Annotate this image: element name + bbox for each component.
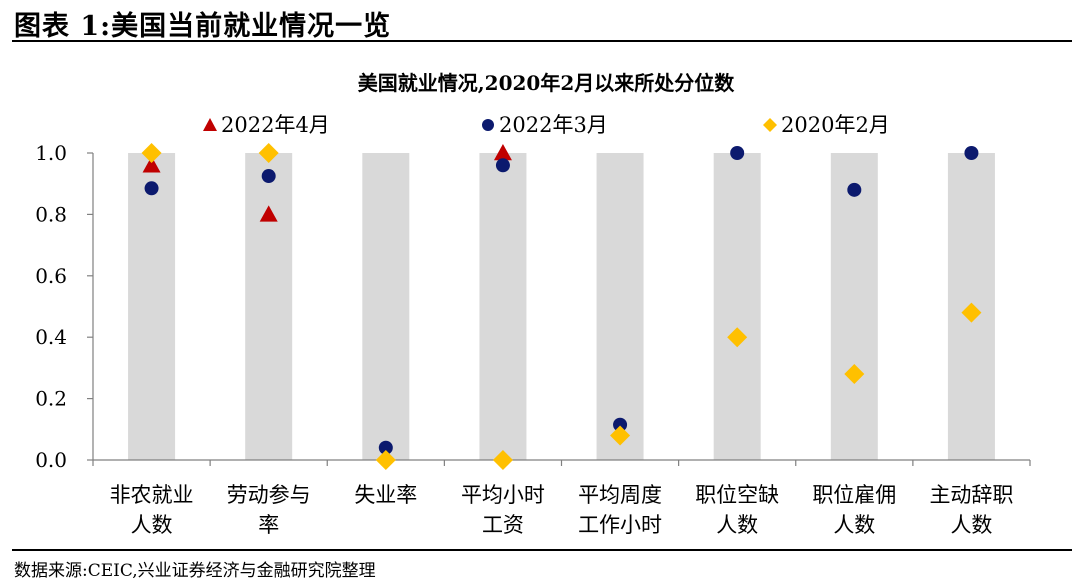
x-tick-label-line: 失业率: [354, 483, 417, 507]
range-bar-5: [596, 153, 644, 460]
point-series2-cat7: [847, 182, 862, 197]
legend-marker-3: [763, 118, 777, 132]
point-series2-cat1: [144, 181, 159, 196]
legend-label-3: 2020年2月: [781, 113, 890, 137]
x-tick-label: 职位雇佣人数: [812, 483, 896, 537]
range-bar-7: [830, 153, 878, 460]
range-bar-6: [713, 153, 761, 460]
range-bar-3: [362, 153, 410, 460]
x-tick-label-line: 工资: [482, 513, 524, 537]
point-series1-cat1: [142, 156, 161, 173]
x-tick-label: 劳动参与率: [227, 483, 311, 537]
x-tick-label-line: 职位空缺: [695, 483, 779, 507]
y-tick-label: 0.8: [35, 202, 67, 226]
title-rule: [12, 40, 1072, 42]
x-tick-label: 失业率: [354, 483, 417, 507]
point-series2-cat3: [378, 440, 393, 455]
point-series2-cat5: [613, 417, 628, 432]
x-tick-label: 职位空缺人数: [695, 483, 779, 537]
x-tick-label-line: 平均小时: [461, 483, 545, 507]
x-tick-label: 非农就业人数: [110, 483, 194, 537]
point-series2-cat4: [495, 158, 510, 173]
range-bar-2: [245, 153, 293, 460]
chart-title: 美国就业情况,2020年2月以来所处分位数: [358, 71, 736, 95]
x-tick-label-line: 人数: [950, 513, 992, 537]
x-tick-label-line: 平均周度: [578, 483, 662, 507]
legend-marker-1: [203, 118, 217, 131]
legend-marker-2: [482, 119, 494, 131]
legend-label-1: 2022年4月: [221, 113, 330, 137]
x-tick-label-line: 人数: [131, 513, 173, 537]
point-series1-cat2: [259, 205, 278, 222]
source-rule: [12, 549, 1072, 551]
x-tick-label-line: 率: [258, 513, 279, 537]
point-series3-cat7: [844, 364, 865, 385]
y-tick-label: 0.6: [35, 264, 67, 288]
y-tick-label: 1.0: [35, 141, 67, 165]
range-bar-4: [479, 153, 527, 460]
y-tick-label: 0.2: [35, 387, 67, 411]
x-tick-label: 平均周度工作小时: [578, 483, 662, 537]
x-tick-label: 平均小时工资: [461, 483, 545, 537]
x-tick-label-line: 人数: [716, 513, 758, 537]
source-note: 数据来源:CEIC,兴业证券经济与金融研究院整理: [14, 561, 376, 581]
point-series2-cat8: [964, 146, 979, 160]
x-tick-label-line: 劳动参与: [227, 483, 311, 507]
x-tick-label-line: 主动辞职: [929, 483, 1013, 507]
x-tick-label-line: 工作小时: [578, 513, 662, 537]
point-series3-cat2: [258, 143, 279, 163]
y-tick-label: 0.0: [35, 448, 67, 472]
range-bar-1: [128, 153, 176, 460]
legend-label-2: 2022年3月: [499, 113, 608, 137]
point-series2-cat6: [730, 146, 745, 160]
point-series3-cat6: [727, 327, 748, 348]
figure-title: 图表 1:美国当前就业情况一览: [14, 11, 392, 42]
point-series1-cat4: [493, 144, 512, 161]
x-tick-label-line: 非农就业: [110, 483, 194, 507]
point-series2-cat2: [261, 169, 276, 184]
y-tick-label: 0.4: [35, 325, 67, 349]
x-tick-label-line: 职位雇佣: [812, 483, 896, 507]
point-series3-cat4: [492, 450, 513, 470]
point-series3-cat5: [610, 425, 631, 446]
point-series3-cat8: [961, 302, 982, 323]
point-series3-cat1: [141, 143, 162, 163]
x-tick-label: 主动辞职人数: [929, 483, 1013, 537]
point-series3-cat3: [375, 450, 396, 470]
x-tick-label-line: 人数: [833, 513, 875, 537]
